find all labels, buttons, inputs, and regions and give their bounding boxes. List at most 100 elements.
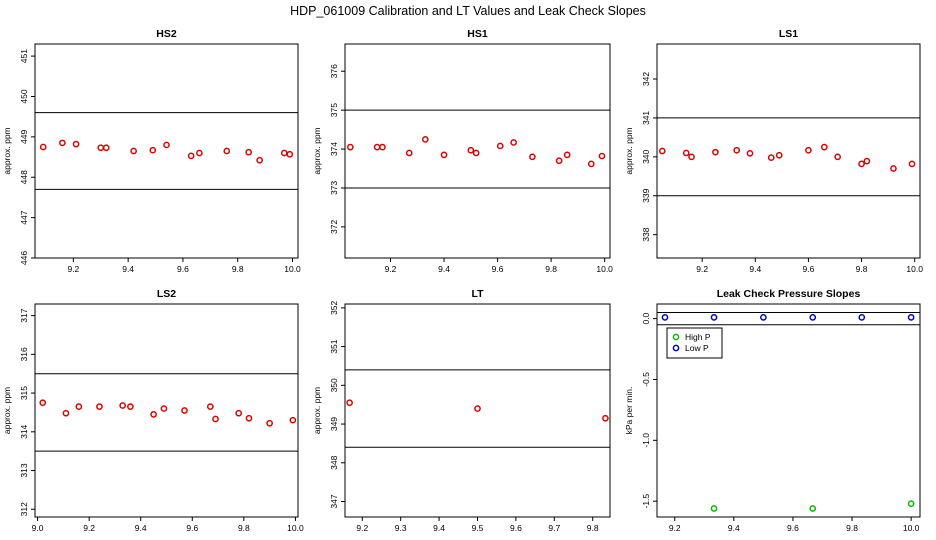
legend-marker [672, 333, 680, 341]
x-tick-label: 9.6 [803, 264, 815, 274]
panel-title: LS1 [779, 28, 798, 40]
data-point-low-p [661, 314, 669, 321]
data-point [206, 403, 214, 410]
plot-frame [344, 43, 611, 259]
y-tick-label: -1.5 [641, 494, 651, 509]
y-tick-label: 374 [329, 142, 339, 156]
data-point [212, 415, 219, 423]
y-tick-label: 341 [641, 111, 651, 125]
data-point-high-p [907, 500, 915, 507]
panel-title: Leak Check Pressure Slopes [717, 288, 861, 300]
data-point [733, 146, 741, 154]
data-point [102, 144, 110, 152]
y-tick-label: 314 [19, 424, 29, 438]
panel-title: LS2 [157, 288, 176, 300]
legend-box [666, 327, 723, 359]
x-tick-label: 9.4 [122, 264, 134, 274]
y-tick-label: 316 [19, 347, 29, 361]
x-tick-label: 9.4 [135, 523, 147, 533]
data-point [467, 146, 475, 154]
data-point [39, 143, 47, 151]
data-point [775, 151, 783, 159]
x-tick-label: 9.2 [669, 523, 681, 533]
data-point [181, 407, 188, 414]
data-point [280, 149, 288, 157]
data-point [149, 146, 157, 154]
x-tick-label: 10.0 [287, 523, 304, 533]
x-tick-label: 9.6 [186, 523, 198, 533]
data-point [39, 399, 47, 407]
x-tick-label: 9.7 [548, 523, 560, 533]
data-point [767, 154, 775, 161]
data-point [598, 152, 606, 160]
plot-frame [656, 43, 921, 259]
data-point-low-p [907, 314, 915, 321]
data-point [688, 153, 695, 161]
legend-label: Low P [685, 343, 709, 353]
y-tick-label: 372 [329, 220, 339, 234]
data-point [245, 414, 253, 422]
y-axis-label: approx. ppm [2, 387, 12, 434]
data-point [472, 149, 480, 157]
data-point [563, 151, 571, 159]
data-point [187, 152, 195, 160]
x-tick-label: 9.2 [356, 523, 368, 533]
x-tick-label: 9.8 [587, 523, 599, 533]
y-tick-label: 450 [19, 89, 29, 103]
x-tick-label: 9.6 [787, 523, 799, 533]
data-point [834, 153, 841, 161]
y-axis-label: approx. ppm [312, 127, 322, 174]
x-tick-label: 9.8 [846, 523, 858, 533]
data-point [289, 416, 297, 424]
panel-1: HS2 9.2 9.4 9.6 9.8 10.0 446 447 448 449 450 451 app… [2, 28, 301, 274]
x-tick-label: 9.2 [67, 264, 79, 274]
data-point-low-p [858, 314, 866, 321]
data-point [223, 147, 231, 155]
data-point [72, 140, 80, 148]
data-point [96, 403, 103, 410]
x-tick-label: 9.2 [696, 264, 708, 274]
y-tick-label: -1.0 [641, 433, 651, 448]
legend-label: High P [685, 332, 711, 342]
data-point [97, 144, 105, 152]
data-point [150, 411, 157, 418]
data-point [62, 409, 70, 417]
data-point [346, 399, 353, 407]
y-tick-label: 446 [19, 251, 29, 265]
data-point [127, 403, 134, 410]
x-tick-label: 9.4 [728, 523, 740, 533]
y-tick-label: 339 [641, 188, 651, 202]
data-point [347, 143, 354, 151]
x-tick-label: 9.0 [32, 523, 44, 533]
data-point [256, 156, 263, 164]
data-point [75, 403, 83, 410]
data-point [59, 139, 66, 147]
data-point [130, 147, 137, 155]
y-tick-label: 342 [641, 72, 651, 86]
x-tick-label: 9.6 [510, 523, 522, 533]
panel-5: LT 9.2 9.3 9.4 9.5 9.6 9.7 9.8 347 348 349 350 351 35… [312, 288, 611, 533]
data-point [235, 409, 243, 417]
data-point [587, 160, 595, 168]
y-tick-label: 350 [329, 378, 339, 392]
y-tick-label: 449 [19, 130, 29, 144]
x-tick-label: 9.8 [545, 264, 557, 274]
data-point [682, 149, 690, 157]
data-point [712, 148, 719, 156]
panel-title: LT [471, 288, 484, 300]
x-tick-label: 9.4 [433, 523, 445, 533]
x-tick-label: 9.2 [385, 264, 397, 274]
x-tick-label: 9.6 [492, 264, 504, 274]
y-tick-label: 348 [329, 455, 339, 469]
x-tick-label: 9.8 [856, 264, 868, 274]
data-point-high-p [809, 505, 817, 512]
x-tick-label: 9.8 [232, 264, 244, 274]
y-tick-label: 347 [329, 494, 339, 508]
data-point [890, 165, 897, 172]
data-point [373, 143, 381, 151]
data-point [405, 149, 413, 157]
data-point [529, 153, 536, 161]
data-point [421, 135, 429, 143]
data-point [908, 160, 916, 168]
